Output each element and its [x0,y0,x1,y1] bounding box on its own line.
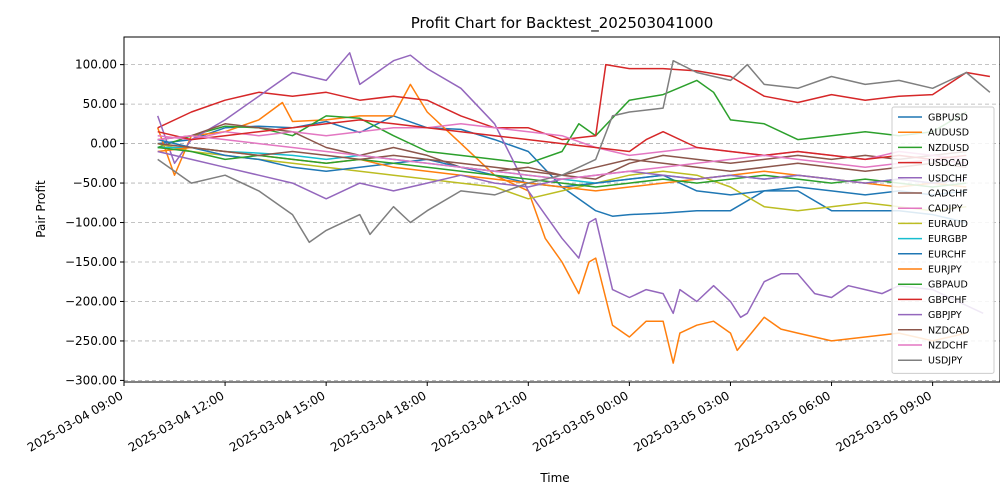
legend-label: USDCAD [928,158,969,169]
x-tick-label: 2025-03-04 18:00 [328,388,429,454]
x-tick-label: 2025-03-04 21:00 [429,388,530,454]
y-axis-title: Pair Profit [34,180,48,238]
legend-label: USDCHF [928,173,968,184]
chart-title: Profit Chart for Backtest_202503041000 [411,14,714,33]
legend-label: GBPCHF [928,295,967,306]
series-line-gbpchf [157,119,967,161]
legend-label: NZDCHF [928,341,968,352]
x-tick-label: 2025-03-05 03:00 [631,388,732,454]
series-line-usdjpy [157,59,991,244]
legend-label: EURCHF [928,249,966,260]
x-axis-title: Time [539,471,569,485]
series-line-nzdcad [157,142,967,176]
legend-label: GBPAUD [928,280,968,291]
x-tick-label: 2025-03-04 09:00 [25,388,126,454]
gridlines [124,64,1000,381]
y-tick-label: −250.00 [65,334,117,348]
x-tick-label: 2025-03-05 09:00 [833,388,934,454]
series-line-nzdusd [157,79,967,165]
legend-label: CADCHF [928,189,968,200]
y-tick-label: −100.00 [65,216,117,230]
legend-label: NZDUSD [928,143,969,154]
series-line-nzdchf [157,134,967,180]
legend-label: GBPJPY [928,310,962,321]
series-lines [156,52,991,364]
legend-box [891,106,995,374]
x-axis: 2025-03-04 09:00 2025-03-04 12:00 2025-03-… [25,382,934,455]
series-line-usdchf [156,52,984,319]
y-axis: 100.00 50.00 0.00 −50.00 −100.00 −150.00 −200.… [65,58,124,387]
legend-label: CADJPY [928,204,963,215]
legend-label: AUDUSD [928,128,969,139]
y-tick-label: −150.00 [65,255,117,269]
y-tick-label: −50.00 [73,176,117,190]
series-line-usdcad [157,63,991,141]
y-tick-label: −200.00 [65,294,117,308]
x-tick-label: 2025-03-05 06:00 [732,388,833,454]
y-tick-label: 0.00 [90,137,117,151]
legend-label: EURGBP [928,234,967,245]
series-line-gbpaud [157,146,967,188]
legend-label: EURAUD [928,219,968,230]
y-tick-label: 100.00 [75,58,117,72]
y-tick-label: 50.00 [83,97,117,111]
legend-label: USDJPY [928,356,963,367]
series-line-audusd [156,83,967,364]
legend-label: GBPUSD [928,113,968,124]
series-line-euraud [157,142,967,212]
plot-frame [123,36,1000,383]
legend: GBPUSD AUDUSD NZDUSD USDCAD USDCHF CADCHF CADJ… [891,106,995,374]
legend-label: EURJPY [928,265,962,276]
x-tick-label: 2025-03-04 15:00 [227,388,328,454]
x-tick-label: 2025-03-04 12:00 [126,388,227,454]
legend-label: NZDCAD [928,325,969,336]
x-tick-label: 2025-03-05 00:00 [530,388,631,454]
y-tick-label: −300.00 [65,373,117,387]
